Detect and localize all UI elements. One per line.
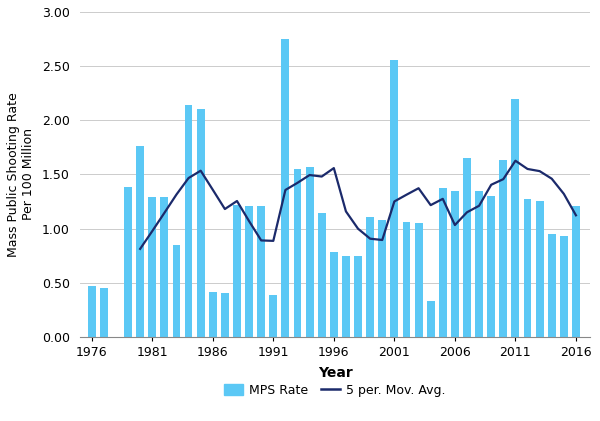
Bar [185,105,193,337]
Legend: MPS Rate, 5 per. Mov. Avg.: MPS Rate, 5 per. Mov. Avg. [220,379,451,402]
Bar [209,293,217,337]
Bar [173,245,181,337]
Bar [499,160,507,337]
Bar [560,236,568,337]
Y-axis label: Mass Public Shooting Rate
Per 100 Million: Mass Public Shooting Rate Per 100 Millio… [7,92,35,257]
Bar [233,205,241,337]
Bar [342,256,350,337]
Bar [269,295,277,337]
Bar [354,256,362,337]
Bar [536,201,544,337]
Bar [100,288,108,337]
Bar [305,167,314,337]
Bar [475,191,483,337]
Bar [572,206,580,337]
Bar [318,213,326,337]
Bar [511,99,520,337]
Bar [293,169,301,337]
Bar [330,252,338,337]
Bar [391,60,398,337]
Bar [439,189,447,337]
Bar [524,199,532,337]
Bar [148,197,156,337]
Bar [88,286,95,337]
Bar [197,109,205,337]
Bar [257,206,265,337]
Bar [136,146,144,337]
Bar [160,197,168,337]
X-axis label: Year: Year [317,366,352,380]
Bar [379,220,386,337]
Bar [487,196,495,337]
Bar [415,223,422,337]
Bar [427,301,434,337]
Bar [451,191,459,337]
Bar [463,158,471,337]
Bar [124,187,132,337]
Bar [548,234,556,337]
Bar [366,216,374,337]
Bar [281,39,289,337]
Bar [245,206,253,337]
Bar [221,293,229,337]
Bar [403,222,410,337]
